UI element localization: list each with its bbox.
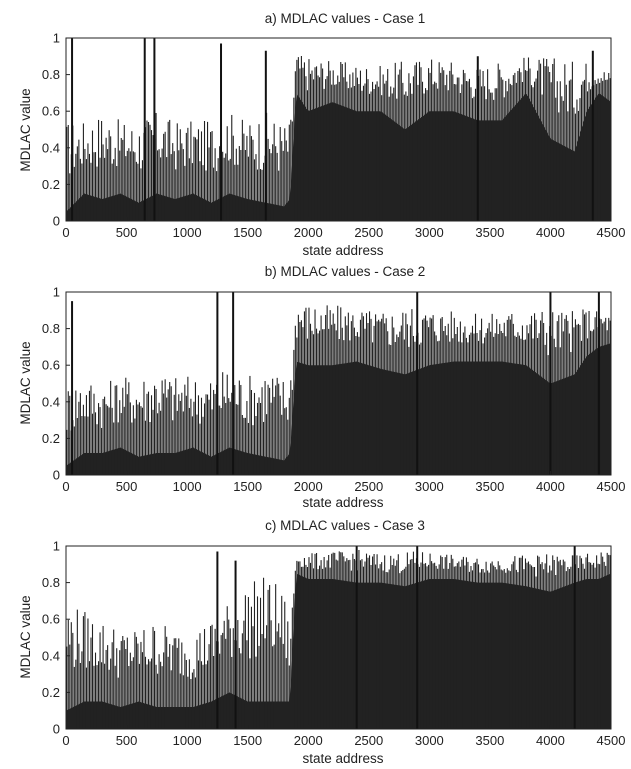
panel-a-plot-area — [65, 37, 612, 222]
panel-a-y-tick-label: 0.4 — [42, 140, 60, 155]
panel-b-x-tick-label: 3500 — [475, 479, 504, 494]
panel-c-bar-fill — [66, 573, 611, 729]
panel-b-x-tick-label: 2500 — [354, 479, 383, 494]
panel-c-x-ticks: 0 500 1000 1500 2000 2500 3000 3500 4000 4500 — [62, 725, 625, 748]
panel-b-y-tick-label: 0 — [53, 468, 60, 483]
panel-a-x-tick-label: 3500 — [475, 225, 504, 240]
panel-b: b) MDLAC values - Case 2 0 500 1000 1500 200… — [18, 264, 625, 510]
panel-c-x-tick-label: 500 — [116, 733, 138, 748]
panel-a-y-tick-label: 0.6 — [42, 104, 60, 119]
panel-b-x-tick-label: 1500 — [233, 479, 262, 494]
panel-c-y-tick-label: 0.2 — [42, 685, 60, 700]
panel-a-x-tick-label: 2500 — [354, 225, 383, 240]
panel-c-x-tick-label: 0 — [62, 733, 69, 748]
panel-b-x-tick-label: 4500 — [597, 479, 626, 494]
panel-a-x-tick-label: 3000 — [415, 225, 444, 240]
panel-a-y-tick-label: 0.2 — [42, 177, 60, 192]
panel-a-x-tick-label: 500 — [116, 225, 138, 240]
panel-c-x-tick-label: 3500 — [475, 733, 504, 748]
panel-b-title: b) MDLAC values - Case 2 — [265, 264, 426, 279]
panel-b-y-tick-label: 0.4 — [42, 394, 60, 409]
panel-c-x-tick-label: 2000 — [294, 733, 323, 748]
panel-a-bar-fill — [66, 93, 611, 221]
panel-b-y-ticks: 0 0.2 0.4 0.6 0.8 1 — [42, 285, 70, 483]
panel-c-x-tick-label: 2500 — [354, 733, 383, 748]
panel-c: c) MDLAC values - Case 3 0 500 1000 1500 200… — [18, 518, 625, 766]
panel-c-y-tick-label: 0.6 — [42, 612, 60, 627]
panel-b-x-tick-label: 0 — [62, 479, 69, 494]
panel-b-plot-area — [65, 291, 612, 476]
panel-b-axes-frame — [65, 291, 612, 476]
panel-a-title: a) MDLAC values - Case 1 — [265, 11, 426, 26]
panel-a-x-ticks: 0 500 1000 1500 2000 2500 3000 3500 4000 4500 — [62, 217, 625, 240]
panel-c-title: c) MDLAC values - Case 3 — [265, 518, 425, 533]
panel-a-x-tick-label: 1500 — [233, 225, 262, 240]
panel-a-x-tick-label: 4000 — [536, 225, 565, 240]
panel-c-x-axis-label: state address — [302, 751, 383, 766]
panel-c-y-tick-label: 1 — [53, 539, 60, 554]
panel-b-y-tick-label: 1 — [53, 285, 60, 300]
panel-a-x-tick-label: 2000 — [294, 225, 323, 240]
panel-b-bar-fill — [66, 343, 611, 475]
panel-c-x-tick-label: 4000 — [536, 733, 565, 748]
panel-a-y-tick-label: 1 — [53, 31, 60, 46]
panel-b-x-ticks: 0 500 1000 1500 2000 2500 3000 3500 4000 4500 — [62, 471, 625, 494]
panel-c-x-tick-label: 1500 — [233, 733, 262, 748]
panel-c-axes-frame — [65, 545, 612, 730]
panel-b-x-tick-label: 1000 — [173, 479, 202, 494]
panel-b-x-tick-label: 4000 — [536, 479, 565, 494]
panel-b-y-tick-label: 0.8 — [42, 321, 60, 336]
panel-c-y-axis-label: MDLAC value — [18, 595, 33, 678]
panel-c-x-tick-label: 3000 — [415, 733, 444, 748]
panel-a-y-tick-label: 0.8 — [42, 67, 60, 82]
panel-b-x-tick-label: 500 — [116, 479, 138, 494]
panel-a-x-axis-label: state address — [302, 243, 383, 258]
panel-c-y-tick-label: 0 — [53, 722, 60, 737]
panel-a-y-axis-label: MDLAC value — [18, 88, 33, 171]
panel-b-x-tick-label: 3000 — [415, 479, 444, 494]
panel-b-x-axis-label: state address — [302, 495, 383, 510]
panel-a-y-ticks: 0 0.2 0.4 0.6 0.8 1 — [42, 31, 70, 229]
panel-a: a) MDLAC values - Case 1 0 500 1000 1500 200… — [18, 11, 625, 258]
panel-a-x-tick-label: 0 — [62, 225, 69, 240]
panel-c-y-tick-label: 0.8 — [42, 575, 60, 590]
panel-b-y-axis-label: MDLAC value — [18, 341, 33, 424]
panel-b-x-tick-label: 2000 — [294, 479, 323, 494]
panel-c-y-tick-label: 0.4 — [42, 648, 60, 663]
panel-a-axes-frame — [65, 37, 612, 222]
panel-a-x-tick-label: 4500 — [597, 225, 626, 240]
panel-c-plot-area — [65, 545, 612, 730]
panel-c-y-ticks: 0 0.2 0.4 0.6 0.8 1 — [42, 539, 70, 737]
panel-b-y-tick-label: 0.6 — [42, 358, 60, 373]
panel-a-x-tick-label: 1000 — [173, 225, 202, 240]
panel-a-y-tick-label: 0 — [53, 214, 60, 229]
panel-c-x-tick-label: 4500 — [597, 733, 626, 748]
panel-b-y-tick-label: 0.2 — [42, 431, 60, 446]
panel-c-x-tick-label: 1000 — [173, 733, 202, 748]
